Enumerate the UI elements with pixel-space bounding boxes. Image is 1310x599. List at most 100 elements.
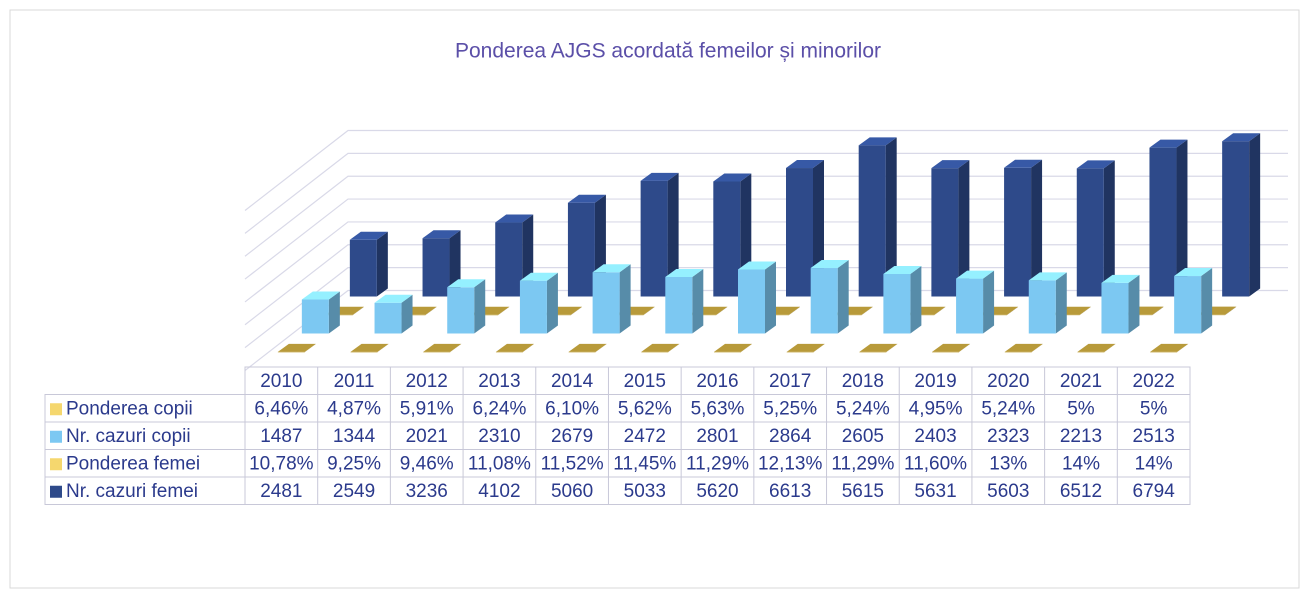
bar-front bbox=[810, 268, 838, 334]
x-tick-label: 2017 bbox=[769, 371, 811, 392]
legend-label: Ponderea copii bbox=[66, 398, 193, 419]
table-cell: 14% bbox=[1135, 453, 1173, 474]
bar-side bbox=[1152, 306, 1164, 315]
bar-front bbox=[422, 238, 450, 297]
table-cell: 5,63% bbox=[691, 398, 745, 419]
bar bbox=[665, 268, 704, 334]
bar-top bbox=[423, 343, 462, 352]
bar bbox=[1004, 343, 1043, 353]
bar-top bbox=[495, 343, 534, 352]
bar-top bbox=[956, 270, 995, 279]
bar-top bbox=[640, 172, 679, 181]
table-cell: 6,24% bbox=[472, 398, 526, 419]
bar-side bbox=[692, 268, 704, 334]
x-tick-label: 2022 bbox=[1133, 371, 1175, 392]
legend-label: Nr. cazuri femei bbox=[66, 481, 198, 502]
table-cell: 2021 bbox=[406, 426, 448, 447]
bar-side bbox=[595, 343, 607, 352]
bar-front bbox=[568, 351, 596, 353]
bar-top bbox=[1149, 139, 1188, 148]
bar-top bbox=[349, 231, 388, 240]
table-cell: 2481 bbox=[260, 481, 302, 502]
bar bbox=[859, 343, 898, 353]
table-cell: 11,29% bbox=[831, 453, 894, 474]
bar-top bbox=[447, 279, 486, 288]
x-tick-label: 2015 bbox=[624, 371, 666, 392]
bar bbox=[714, 343, 752, 353]
table-cell: 5033 bbox=[624, 481, 666, 502]
bar bbox=[1004, 159, 1043, 297]
bar-side bbox=[450, 343, 462, 352]
grid-line bbox=[244, 152, 1288, 234]
table-cell: 2605 bbox=[842, 426, 884, 447]
table-cell: 6,10% bbox=[545, 398, 599, 419]
bar-side bbox=[401, 294, 413, 334]
bar-top bbox=[786, 343, 825, 352]
table-cell: 11,52% bbox=[541, 453, 604, 474]
bar-side bbox=[789, 306, 800, 315]
table-cell: 6613 bbox=[769, 481, 811, 502]
bar-front bbox=[349, 239, 377, 297]
grid-line bbox=[244, 244, 1288, 326]
bar-top bbox=[1150, 343, 1189, 352]
table-cell: 2213 bbox=[1060, 426, 1102, 447]
bar-side bbox=[813, 343, 825, 352]
legend-key bbox=[50, 458, 62, 471]
legend-key bbox=[50, 485, 62, 498]
table-cell: 2801 bbox=[696, 426, 738, 447]
table-cell: 2472 bbox=[624, 426, 666, 447]
x-tick-label: 2019 bbox=[914, 371, 956, 392]
legend-label: Nr. cazuri copii bbox=[66, 426, 191, 447]
bar-top bbox=[1004, 343, 1043, 352]
bar-top bbox=[1077, 343, 1116, 352]
grid-line bbox=[244, 267, 1288, 349]
bar bbox=[640, 172, 679, 297]
bar bbox=[447, 279, 486, 334]
bar bbox=[277, 343, 316, 353]
bar-top bbox=[786, 160, 824, 169]
bar-front bbox=[786, 351, 814, 353]
bar-front bbox=[858, 145, 886, 297]
bar bbox=[567, 194, 606, 297]
bar-side bbox=[765, 261, 776, 334]
bar-front bbox=[1077, 351, 1105, 353]
bar-top bbox=[350, 343, 389, 352]
bar-top bbox=[858, 137, 897, 146]
table-cell: 6794 bbox=[1133, 481, 1176, 502]
bar-side bbox=[474, 279, 486, 334]
bar bbox=[1101, 274, 1140, 334]
bar-side bbox=[1177, 343, 1189, 352]
bar bbox=[810, 260, 849, 334]
bar bbox=[301, 291, 340, 334]
bar-side bbox=[546, 272, 558, 334]
bar bbox=[786, 160, 824, 297]
bar-top bbox=[738, 261, 776, 270]
chart-frame bbox=[9, 9, 1300, 589]
table-cell: 4102 bbox=[478, 481, 520, 502]
bar-top bbox=[567, 194, 606, 203]
bar-side bbox=[1225, 306, 1237, 315]
bar-side bbox=[1128, 274, 1140, 334]
table-cell: 6,46% bbox=[254, 398, 308, 419]
table-cell: 5% bbox=[1140, 398, 1168, 419]
bar-side bbox=[837, 260, 849, 334]
bar bbox=[641, 343, 680, 353]
table-cell: 5,24% bbox=[836, 398, 890, 419]
bar-side bbox=[570, 306, 582, 315]
table-cell: 5603 bbox=[987, 481, 1029, 502]
bar-side bbox=[910, 265, 922, 334]
grid-line bbox=[244, 175, 1288, 257]
bar-front bbox=[519, 280, 547, 334]
table-cell: 11,08% bbox=[468, 453, 531, 474]
x-tick-label: 2013 bbox=[478, 371, 520, 392]
table-cell: 5631 bbox=[914, 481, 956, 502]
bar-side bbox=[304, 343, 316, 352]
chart-title: Ponderea AJGS acordată femeilor și minor… bbox=[455, 40, 881, 63]
table-cell: 5620 bbox=[696, 481, 738, 502]
bar-top bbox=[713, 173, 752, 182]
bar-side bbox=[328, 291, 340, 334]
bar-front bbox=[738, 269, 765, 334]
table-cell: 2679 bbox=[551, 426, 593, 447]
bar-side bbox=[885, 137, 897, 297]
table-cell: 5,62% bbox=[618, 398, 672, 419]
